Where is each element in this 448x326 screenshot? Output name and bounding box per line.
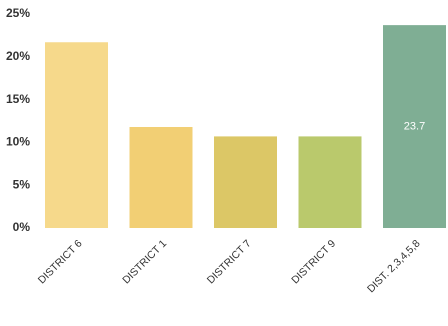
y-tick-label: 0% [13,220,31,234]
data-label: 23.7 [404,120,425,132]
x-tick-label: DIST. 2,3,4,5,8 [365,237,423,295]
x-tick-label: DISTRICT 1 [120,237,169,286]
x-tick-label: DISTRICT 9 [289,237,338,286]
bar [214,136,277,228]
y-tick-label: 10% [6,135,30,149]
bar [45,42,108,228]
y-tick-label: 20% [6,49,30,63]
y-tick-label: 5% [13,177,31,191]
y-tick-label: 15% [6,92,30,106]
bar [383,25,446,228]
bar [129,126,193,228]
x-tick-label: DISTRICT 7 [205,237,254,286]
bar [298,136,362,228]
x-tick-label: DISTRICT 6 [36,237,85,286]
y-tick-label: 25% [6,6,30,20]
